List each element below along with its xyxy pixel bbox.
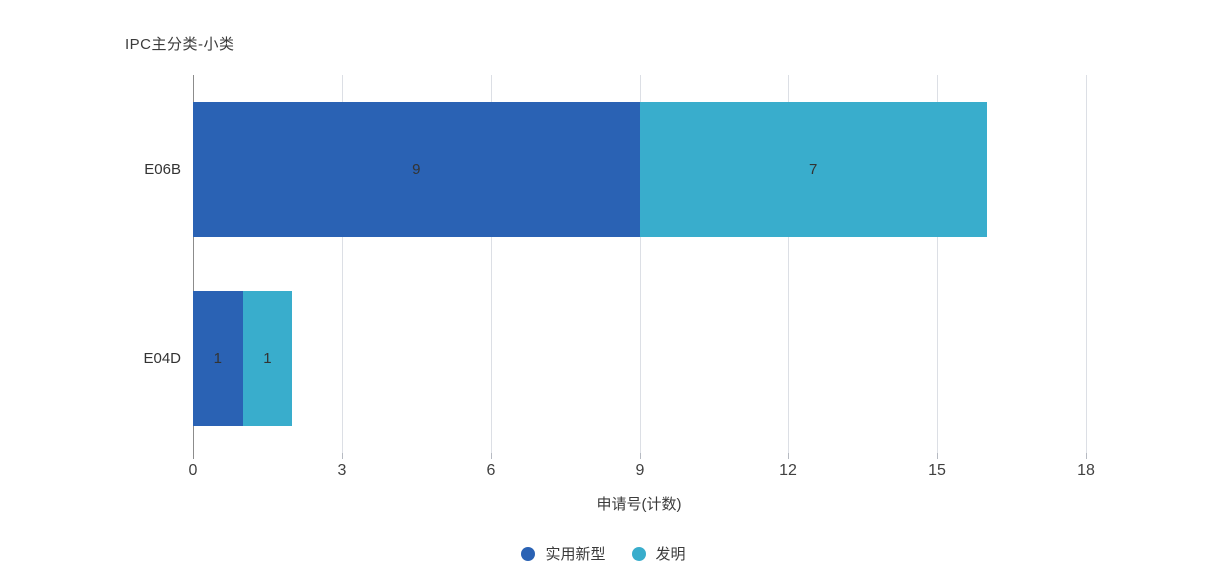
- gridline: [640, 75, 641, 453]
- x-axis-tickmark: [788, 453, 789, 459]
- x-axis-tickmark: [491, 453, 492, 459]
- bar-value-label: 1: [263, 350, 272, 367]
- x-axis-tickmark: [640, 453, 641, 459]
- chart-title: IPC主分类-小类: [125, 36, 235, 53]
- category-label-E06B: E06B: [144, 160, 181, 178]
- gridline: [342, 75, 343, 453]
- gridline: [491, 75, 492, 453]
- gridline: [1086, 75, 1087, 453]
- x-axis-tickmark: [937, 453, 938, 459]
- x-axis-tick-label: 6: [486, 462, 496, 479]
- x-axis-tick-label: 12: [779, 462, 797, 479]
- bar-value-label: 1: [213, 350, 222, 367]
- x-axis-tick-label: 15: [928, 462, 946, 479]
- legend-label: 实用新型: [545, 546, 606, 563]
- x-axis-tickmark: [1086, 453, 1087, 459]
- bar-segment-E04D-实用新型[interactable]: 1: [193, 291, 243, 426]
- legend: 实用新型 发明: [0, 543, 1207, 564]
- legend-label: 发明: [655, 546, 686, 563]
- legend-swatch-icon: [631, 546, 646, 561]
- x-axis-tickmark: [342, 453, 343, 459]
- bar-value-label: 9: [412, 161, 421, 178]
- x-axis-title: 申请号(计数): [596, 496, 682, 513]
- category-label-E04D: E04D: [143, 349, 181, 367]
- bar-value-label: 7: [808, 161, 818, 178]
- x-axis-tick-label: 0: [188, 462, 198, 479]
- x-axis-tick-label: 9: [635, 462, 645, 479]
- x-axis-tick-label: 18: [1077, 462, 1095, 479]
- legend-swatch-icon: [521, 546, 536, 561]
- legend-item-实用新型[interactable]: 实用新型: [521, 543, 606, 564]
- x-axis-tickmark: [193, 453, 194, 459]
- gridline: [788, 75, 789, 453]
- bar-segment-E06B-实用新型[interactable]: 9: [193, 102, 640, 237]
- bar-segment-E06B-发明[interactable]: 7: [639, 102, 987, 237]
- bar-segment-E04D-发明[interactable]: 1: [242, 291, 293, 426]
- y-axis-line: [193, 75, 194, 453]
- legend-item-发明[interactable]: 发明: [631, 543, 686, 564]
- gridline: [937, 75, 938, 453]
- x-axis-tick-label: 3: [337, 462, 347, 479]
